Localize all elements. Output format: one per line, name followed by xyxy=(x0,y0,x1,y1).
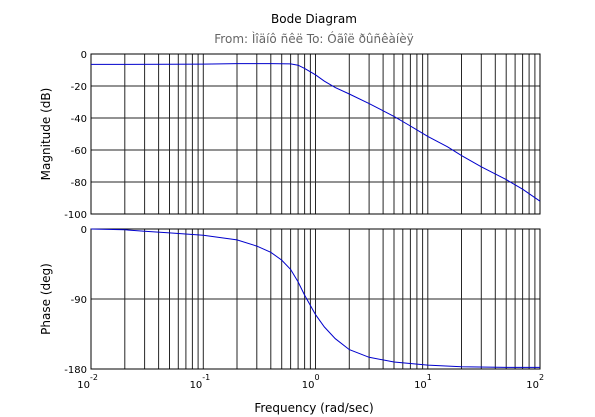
y-tick-label: -100 xyxy=(64,210,87,221)
y-tick-label: -80 xyxy=(71,178,87,189)
magnitude-panel: 0 -20 -40 -60 -80 -100 Magnitude (dB) xyxy=(39,50,541,221)
x-tick-label-base: 10 xyxy=(302,380,315,391)
y-tick-label: 0 xyxy=(81,50,87,61)
y-tick-label: -180 xyxy=(64,365,87,376)
y-tick-label: -40 xyxy=(71,114,87,125)
phase-grid xyxy=(91,229,540,369)
chart-subtitle: From: Ìîäíô ñêë To: Óãîë ðûñêàíèÿ xyxy=(214,31,413,46)
phase-frame xyxy=(90,228,541,370)
phase-series-line xyxy=(90,228,540,368)
y-tick-label: 0 xyxy=(81,225,87,236)
phase-y-axis-label: Phase (deg) xyxy=(39,263,53,335)
x-axis-label: Frequency (rad/sec) xyxy=(254,401,373,415)
phase-y-ticks: 0 -90 -180 xyxy=(64,225,87,376)
y-tick-label: -90 xyxy=(71,295,87,306)
magnitude-series-line xyxy=(91,63,541,202)
phase-panel: 0 -90 -180 Phase (deg) xyxy=(39,225,541,376)
y-tick-label: -60 xyxy=(71,146,87,157)
y-tick-label: -20 xyxy=(71,82,87,93)
magnitude-y-axis-label: Magnitude (dB) xyxy=(39,88,53,181)
magnitude-grid xyxy=(91,54,540,214)
x-tick-label-base: 10 xyxy=(77,380,90,391)
x-tick-label-base: 10 xyxy=(526,380,539,391)
x-tick-label-exponent: 1 xyxy=(427,373,432,382)
x-tick-label-exponent: -2 xyxy=(90,373,98,382)
magnitude-y-ticks: 0 -20 -40 -60 -80 -100 xyxy=(64,50,87,221)
x-tick-label-exponent: -1 xyxy=(202,373,210,382)
chart-title: Bode Diagram xyxy=(271,12,357,26)
x-tick-label-exponent: 0 xyxy=(315,373,320,382)
x-tick-label-base: 10 xyxy=(414,380,427,391)
x-tick-label-exponent: 2 xyxy=(539,373,544,382)
x-tick-label-base: 10 xyxy=(190,380,203,391)
magnitude-frame xyxy=(90,53,541,215)
